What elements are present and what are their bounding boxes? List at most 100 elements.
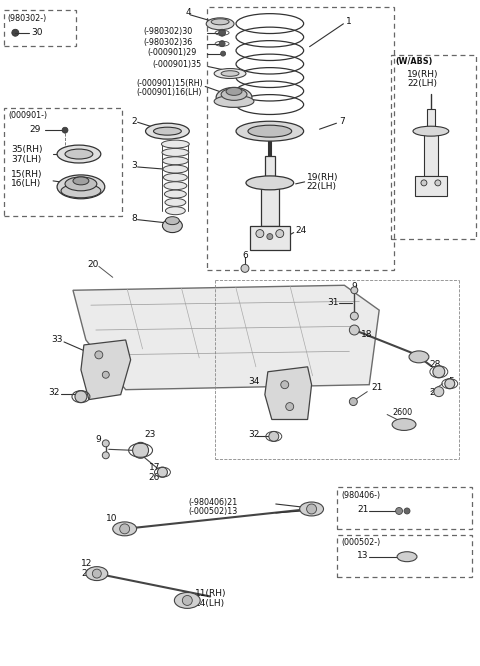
Polygon shape <box>261 181 279 226</box>
Text: (980406-): (980406-) <box>341 491 381 500</box>
Ellipse shape <box>65 149 93 159</box>
Circle shape <box>404 508 410 514</box>
Circle shape <box>75 391 87 402</box>
Circle shape <box>157 468 168 477</box>
Ellipse shape <box>166 216 180 224</box>
Ellipse shape <box>73 177 89 185</box>
Text: (-980302)30: (-980302)30 <box>144 27 193 36</box>
Ellipse shape <box>409 351 429 363</box>
Polygon shape <box>81 340 131 400</box>
Text: (000901-): (000901-) <box>8 111 48 120</box>
Circle shape <box>12 29 19 36</box>
Ellipse shape <box>86 567 108 581</box>
Ellipse shape <box>214 95 254 107</box>
Ellipse shape <box>221 89 247 101</box>
Text: 1: 1 <box>347 17 352 27</box>
Text: 34: 34 <box>248 377 259 386</box>
Polygon shape <box>73 285 379 390</box>
Ellipse shape <box>164 182 187 190</box>
Text: 32: 32 <box>48 388 60 397</box>
Text: 19(RH): 19(RH) <box>407 70 439 79</box>
Ellipse shape <box>61 184 101 198</box>
Ellipse shape <box>57 145 101 163</box>
Text: 35(RH): 35(RH) <box>12 145 43 154</box>
Text: 10: 10 <box>106 514 117 523</box>
Ellipse shape <box>162 157 188 165</box>
Bar <box>337 487 472 529</box>
Text: 12: 12 <box>81 559 92 568</box>
Text: (-000901)35: (-000901)35 <box>153 60 202 69</box>
Ellipse shape <box>165 198 186 206</box>
Polygon shape <box>427 109 435 128</box>
Circle shape <box>102 452 109 459</box>
Text: 15(RH): 15(RH) <box>12 170 43 179</box>
Text: 22(LH): 22(LH) <box>307 182 336 191</box>
Circle shape <box>219 41 225 47</box>
Ellipse shape <box>248 125 292 137</box>
Text: 14(LH): 14(LH) <box>195 599 226 608</box>
Ellipse shape <box>392 418 416 430</box>
Text: 37(LH): 37(LH) <box>12 155 42 164</box>
Circle shape <box>349 325 360 335</box>
Circle shape <box>62 127 68 133</box>
Polygon shape <box>250 226 290 250</box>
Ellipse shape <box>165 190 186 198</box>
Circle shape <box>433 366 445 378</box>
Circle shape <box>267 234 273 240</box>
Text: 18: 18 <box>361 330 373 340</box>
Ellipse shape <box>300 502 324 516</box>
Text: 19(RH): 19(RH) <box>307 173 338 182</box>
Ellipse shape <box>174 593 200 609</box>
Text: 24: 24 <box>296 226 307 235</box>
Ellipse shape <box>57 175 105 198</box>
Circle shape <box>350 312 358 320</box>
Text: 5: 5 <box>448 377 454 386</box>
Text: 29: 29 <box>29 125 41 134</box>
Ellipse shape <box>221 71 239 77</box>
Text: 8: 8 <box>132 214 137 223</box>
Text: (-000502)13: (-000502)13 <box>188 507 238 516</box>
Circle shape <box>182 595 192 605</box>
Circle shape <box>349 398 357 406</box>
Bar <box>337 535 472 577</box>
Text: (W/ABS): (W/ABS) <box>395 57 432 66</box>
Bar <box>207 7 394 270</box>
Ellipse shape <box>397 551 417 561</box>
Ellipse shape <box>246 176 294 190</box>
Ellipse shape <box>216 87 252 107</box>
Text: 31: 31 <box>327 298 339 306</box>
Ellipse shape <box>163 165 188 173</box>
Circle shape <box>95 351 103 359</box>
Text: 21: 21 <box>371 383 383 392</box>
Ellipse shape <box>161 140 189 148</box>
Text: 32: 32 <box>248 430 259 439</box>
Circle shape <box>120 524 130 534</box>
Ellipse shape <box>206 18 234 30</box>
Polygon shape <box>265 156 275 181</box>
Circle shape <box>241 264 249 272</box>
Ellipse shape <box>413 126 449 136</box>
Text: 13: 13 <box>357 551 369 560</box>
Text: 3: 3 <box>132 161 137 170</box>
Bar <box>4 109 122 216</box>
Circle shape <box>132 442 148 458</box>
Text: 9: 9 <box>351 282 357 291</box>
Ellipse shape <box>154 127 181 135</box>
Ellipse shape <box>211 19 229 25</box>
Text: (-000901)29: (-000901)29 <box>147 48 197 57</box>
Circle shape <box>434 387 444 397</box>
Circle shape <box>281 381 288 389</box>
Circle shape <box>92 569 101 578</box>
Polygon shape <box>424 133 438 176</box>
Text: 11(RH): 11(RH) <box>195 589 227 598</box>
Circle shape <box>218 29 226 36</box>
Circle shape <box>102 440 109 447</box>
Text: 17: 17 <box>148 463 160 472</box>
Text: (-980302)36: (-980302)36 <box>144 38 193 47</box>
Text: 20: 20 <box>87 260 98 269</box>
Ellipse shape <box>226 87 242 95</box>
Text: 16(LH): 16(LH) <box>12 179 42 188</box>
Text: 4: 4 <box>185 9 191 17</box>
Text: (-000901)16(LH): (-000901)16(LH) <box>137 88 202 97</box>
Ellipse shape <box>236 121 304 141</box>
